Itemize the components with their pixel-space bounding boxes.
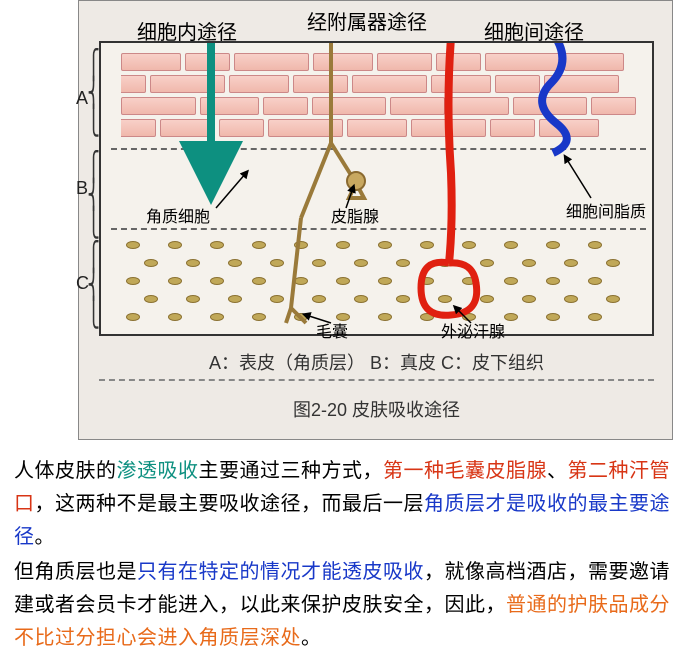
t2b: 只有在特定的情况才能透皮吸收 — [137, 561, 424, 583]
brace-a: ⎧⎨⎩ — [87, 51, 100, 141]
marker-keratinocyte: 角质细胞 — [146, 203, 210, 227]
t1g: ，这两种不是最主要吸收途径，而最后一层 — [35, 493, 425, 515]
label-appendage: 经附属器途径 — [307, 6, 427, 35]
t2e: 。 — [301, 627, 322, 649]
layer-b: B — [76, 178, 88, 199]
divider-ab — [111, 148, 646, 150]
t1b: 渗透吸收 — [117, 460, 199, 482]
t1e: 、 — [547, 460, 568, 482]
subcutis-dots: document.write(Array.from({length:60},(_… — [121, 238, 636, 328]
marker-follicle: 毛囊 — [316, 318, 348, 342]
t1d: 第一种毛囊皮脂腺 — [383, 460, 547, 482]
brace-c: ⎧⎨⎩ — [87, 243, 100, 323]
caption-divider — [99, 379, 654, 381]
diagram-inner: ⎧⎨⎩ ⎧⎨⎩ ⎧⎨⎩ A B C document.write(Array.f… — [99, 41, 654, 336]
t2a: 但角质层也是 — [14, 561, 137, 583]
skin-diagram: 细胞内途径 经附属器途径 细胞间途径 ⎧⎨⎩ ⎧⎨⎩ ⎧⎨⎩ A B C doc… — [78, 0, 673, 440]
layer-caption: A：表皮（角质层） B：真皮 C：皮下组织 — [79, 349, 674, 375]
layer-a: A — [76, 88, 88, 109]
layer-c: C — [76, 273, 89, 294]
stratum-corneum — [121, 53, 636, 143]
explanation-text: 人体皮肤的渗透吸收主要通过三种方式，第一种毛囊皮脂腺、第二种汗管口，这两种不是最… — [14, 455, 678, 657]
marker-sebaceous: 皮脂腺 — [331, 203, 379, 227]
t1c: 主要通过三种方式， — [199, 460, 384, 482]
marker-lipid: 细胞间脂质 — [566, 198, 646, 222]
divider-bc — [111, 228, 646, 230]
marker-sweat: 外泌汗腺 — [441, 318, 505, 342]
t1i: 。 — [35, 526, 56, 548]
paragraph-1: 人体皮肤的渗透吸收主要通过三种方式，第一种毛囊皮脂腺、第二种汗管口，这两种不是最… — [14, 455, 678, 554]
t1a: 人体皮肤的 — [14, 460, 117, 482]
paragraph-2: 但角质层也是只有在特定的情况才能透皮吸收，就像高档酒店，需要邀请建或者会员卡才能… — [14, 556, 678, 655]
figure-caption: 图2-20 皮肤吸收途径 — [79, 396, 674, 422]
brace-b: ⎧⎨⎩ — [87, 153, 100, 223]
